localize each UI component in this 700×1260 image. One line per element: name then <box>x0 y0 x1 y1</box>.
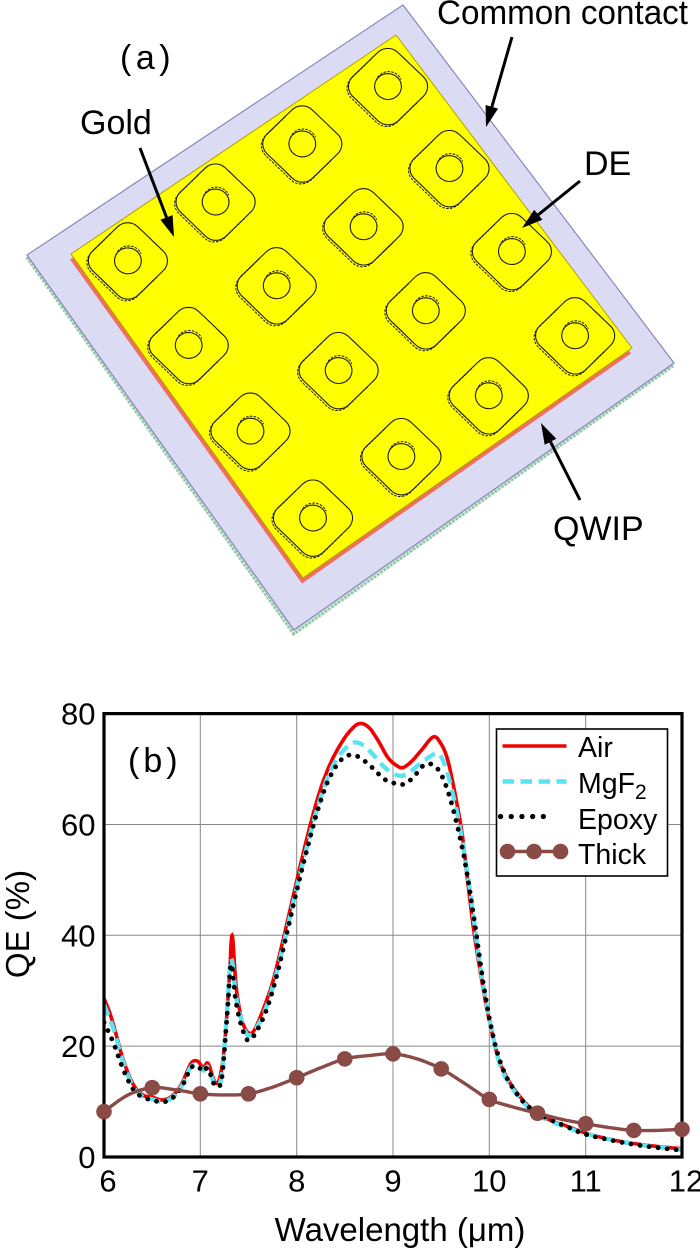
svg-text:12: 12 <box>669 1164 700 1199</box>
svg-text:20: 20 <box>61 1029 95 1064</box>
svg-text:6: 6 <box>99 1164 116 1199</box>
svg-text:80: 80 <box>61 697 95 732</box>
svg-text:(a): (a) <box>120 39 175 77</box>
svg-text:DE: DE <box>584 145 631 183</box>
svg-text:Thick: Thick <box>578 839 647 871</box>
svg-text:11: 11 <box>570 1164 602 1199</box>
svg-text:60: 60 <box>61 808 95 843</box>
svg-text:Common contact: Common contact <box>437 0 689 32</box>
svg-text:QE (%): QE (%) <box>0 870 36 978</box>
svg-text:(b): (b) <box>128 742 182 780</box>
svg-text:Gold: Gold <box>80 104 152 142</box>
svg-text:Epoxy: Epoxy <box>578 804 658 836</box>
svg-text:9: 9 <box>384 1164 401 1199</box>
svg-text:8: 8 <box>288 1164 305 1199</box>
svg-text:40: 40 <box>61 918 95 953</box>
svg-text:0: 0 <box>78 1140 95 1175</box>
svg-text:QWIP: QWIP <box>553 510 644 548</box>
svg-text:7: 7 <box>192 1164 209 1199</box>
svg-text:Air: Air <box>578 732 613 764</box>
svg-text:Wavelength (μm): Wavelength (μm) <box>275 1211 526 1248</box>
svg-text:10: 10 <box>472 1164 506 1199</box>
